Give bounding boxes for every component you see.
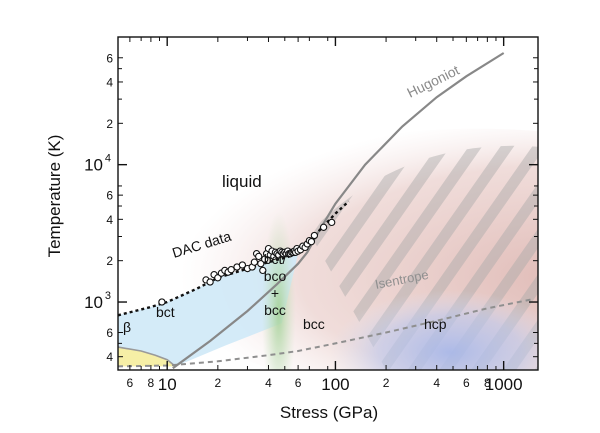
y-minor-tick-label: 2 (106, 117, 113, 131)
dac-data-point (214, 274, 222, 282)
dac-data-point (250, 258, 259, 266)
dac-data-point (238, 261, 247, 269)
x-minor-tick-label: 2 (383, 376, 390, 390)
x-major-tick-label: 100 (321, 375, 349, 394)
x-minor-tick-label: 8 (148, 376, 155, 390)
bct-region (118, 253, 299, 367)
dac-data-point (259, 266, 267, 275)
x-minor-tick-label: 4 (433, 376, 440, 390)
y-major-tick-label: 10 (84, 156, 103, 175)
melt-curve-line (118, 200, 350, 317)
y-minor-tick-label: 4 (106, 75, 113, 89)
mixed-phase-label-2: bco (264, 268, 287, 284)
dac-data-point (319, 223, 328, 231)
y-minor-tick-label: 6 (106, 189, 113, 203)
bct-label: bct (156, 304, 175, 320)
mixed-phase-label-4: bcc (264, 302, 286, 318)
dac-data-point (158, 298, 166, 306)
hcp-region (330, 290, 538, 370)
dac-data-point (255, 252, 263, 261)
phase-region-shading (118, 128, 538, 370)
mixed-phase-label-3: + (271, 285, 279, 301)
curves (118, 52, 534, 370)
y-axis-title: Temperature (K) (45, 135, 64, 258)
liquid-label: liquid (222, 172, 262, 191)
y-minor-tick-label: 4 (106, 213, 113, 227)
y-major-tick-exponent: 3 (105, 290, 111, 302)
isentrope-line (118, 298, 534, 368)
y-minor-tick-label: 6 (106, 51, 113, 65)
hcp-label: hcp (424, 316, 447, 332)
mixed-phase-label-1: bct/ (264, 251, 287, 267)
x-minor-tick-label: 6 (295, 376, 302, 390)
beta-phase-label: β (123, 319, 131, 335)
x-minor-tick-label: 6 (463, 376, 470, 390)
dac-data-point (328, 218, 336, 227)
x-major-tick-label: 1000 (485, 375, 523, 394)
y-minor-tick-label: 6 (106, 326, 113, 340)
y-minor-tick-label: 4 (106, 350, 113, 364)
dac-data-point (310, 231, 319, 240)
y-major-tick-label: 10 (84, 293, 103, 312)
x-minor-tick-label: 6 (127, 376, 134, 390)
dac-data-point (307, 238, 316, 246)
y-minor-tick-label: 2 (106, 254, 113, 268)
x-minor-tick-label: 4 (265, 376, 272, 390)
x-minor-tick-label: 8 (484, 376, 491, 390)
bct-boundary-line (118, 346, 177, 368)
beta-region (118, 347, 176, 367)
dac-data-point (227, 266, 235, 274)
hugoniot-label: Hugoniot (404, 62, 461, 101)
dac-data-point (257, 260, 265, 268)
x-axis-title: Stress (GPa) (280, 403, 378, 422)
x-minor-tick-label: 2 (214, 376, 221, 390)
x-major-tick-label: 10 (158, 375, 177, 394)
bcc-label: bcc (303, 316, 325, 332)
y-major-tick-exponent: 4 (105, 153, 111, 165)
dac-data-points (158, 218, 336, 306)
dac-data-point (206, 278, 214, 286)
